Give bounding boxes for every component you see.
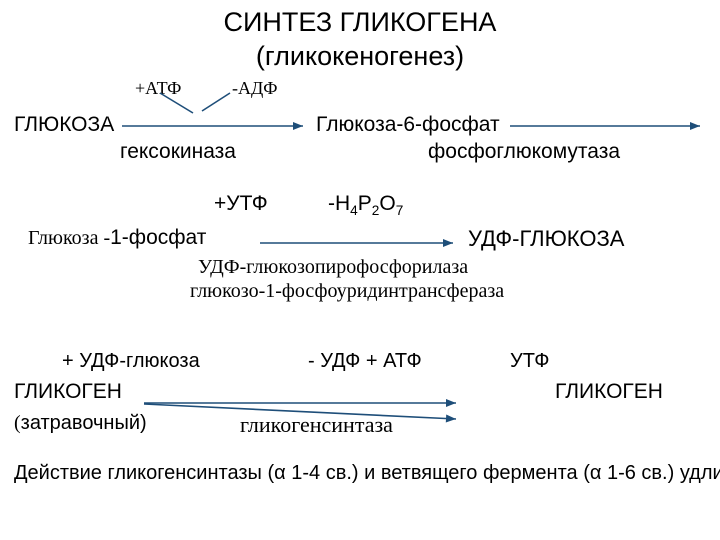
label-plus-utp: +УТФ <box>214 192 268 216</box>
paren-open: ( <box>14 412 21 434</box>
enzyme-glycogen-synthase: гликогенсинтаза <box>240 412 393 438</box>
label-utp: УТФ <box>510 350 549 373</box>
h4p2o7-p: Р <box>358 192 372 215</box>
enzyme-hexokinase: гексокиназа <box>120 140 236 164</box>
label-minus-h4p2o7: -Н4Р2О7 <box>328 192 403 218</box>
bottom-note: Действие гликогенсинтазы (α 1-4 св.) и в… <box>14 460 706 486</box>
enzyme-udp-pyro: УДФ-глюкозопирофосфорилаза <box>198 256 468 279</box>
h4p2o7-o: О <box>379 192 395 215</box>
enzyme-g1p-ut: глюкозо-1-фосфоуридинтрансфераза <box>190 280 504 303</box>
compound-udp-glucose: УДФ-ГЛЮКОЗА <box>468 226 624 252</box>
h4p2o7-sub7: 7 <box>396 203 404 218</box>
g1p-prefix: Глюкоза - <box>28 227 110 249</box>
label-minus-adp: -АДФ <box>232 78 278 99</box>
label-plus-udp-glucose: + УДФ-глюкоза <box>62 350 200 373</box>
enzyme-phosphoglucomutase: фосфоглюкомутаза <box>428 140 620 164</box>
compound-glycogen-product: ГЛИКОГЕН <box>555 380 663 404</box>
compound-glycogen-primer: ГЛИКОГЕН <box>14 380 122 404</box>
compound-glucose: ГЛЮКОЗА <box>14 113 114 137</box>
title-line-2: (гликокеногенез) <box>256 41 464 71</box>
label-plus-atp: +АТФ <box>135 78 181 99</box>
label-minus-udp-plus-atp: - УДФ + АТФ <box>308 350 422 373</box>
glycogen-primer-note: (затравочный) <box>14 412 147 435</box>
g1p-suffix: 1-фосфат <box>110 226 206 249</box>
h4p2o7-sub4: 4 <box>350 203 358 218</box>
page-title: СИНТЕЗ ГЛИКОГЕНА (гликокеногенез) <box>0 0 720 74</box>
primer-note-text: затравочный) <box>21 412 147 434</box>
title-line-1: СИНТЕЗ ГЛИКОГЕНА <box>224 7 497 37</box>
compound-glucose-6p: Глюкоза-6-фосфат <box>316 113 500 137</box>
compound-glucose-1p: Глюкоза -1-фосфат <box>28 226 206 250</box>
h4p2o7-prefix: -Н <box>328 192 350 215</box>
